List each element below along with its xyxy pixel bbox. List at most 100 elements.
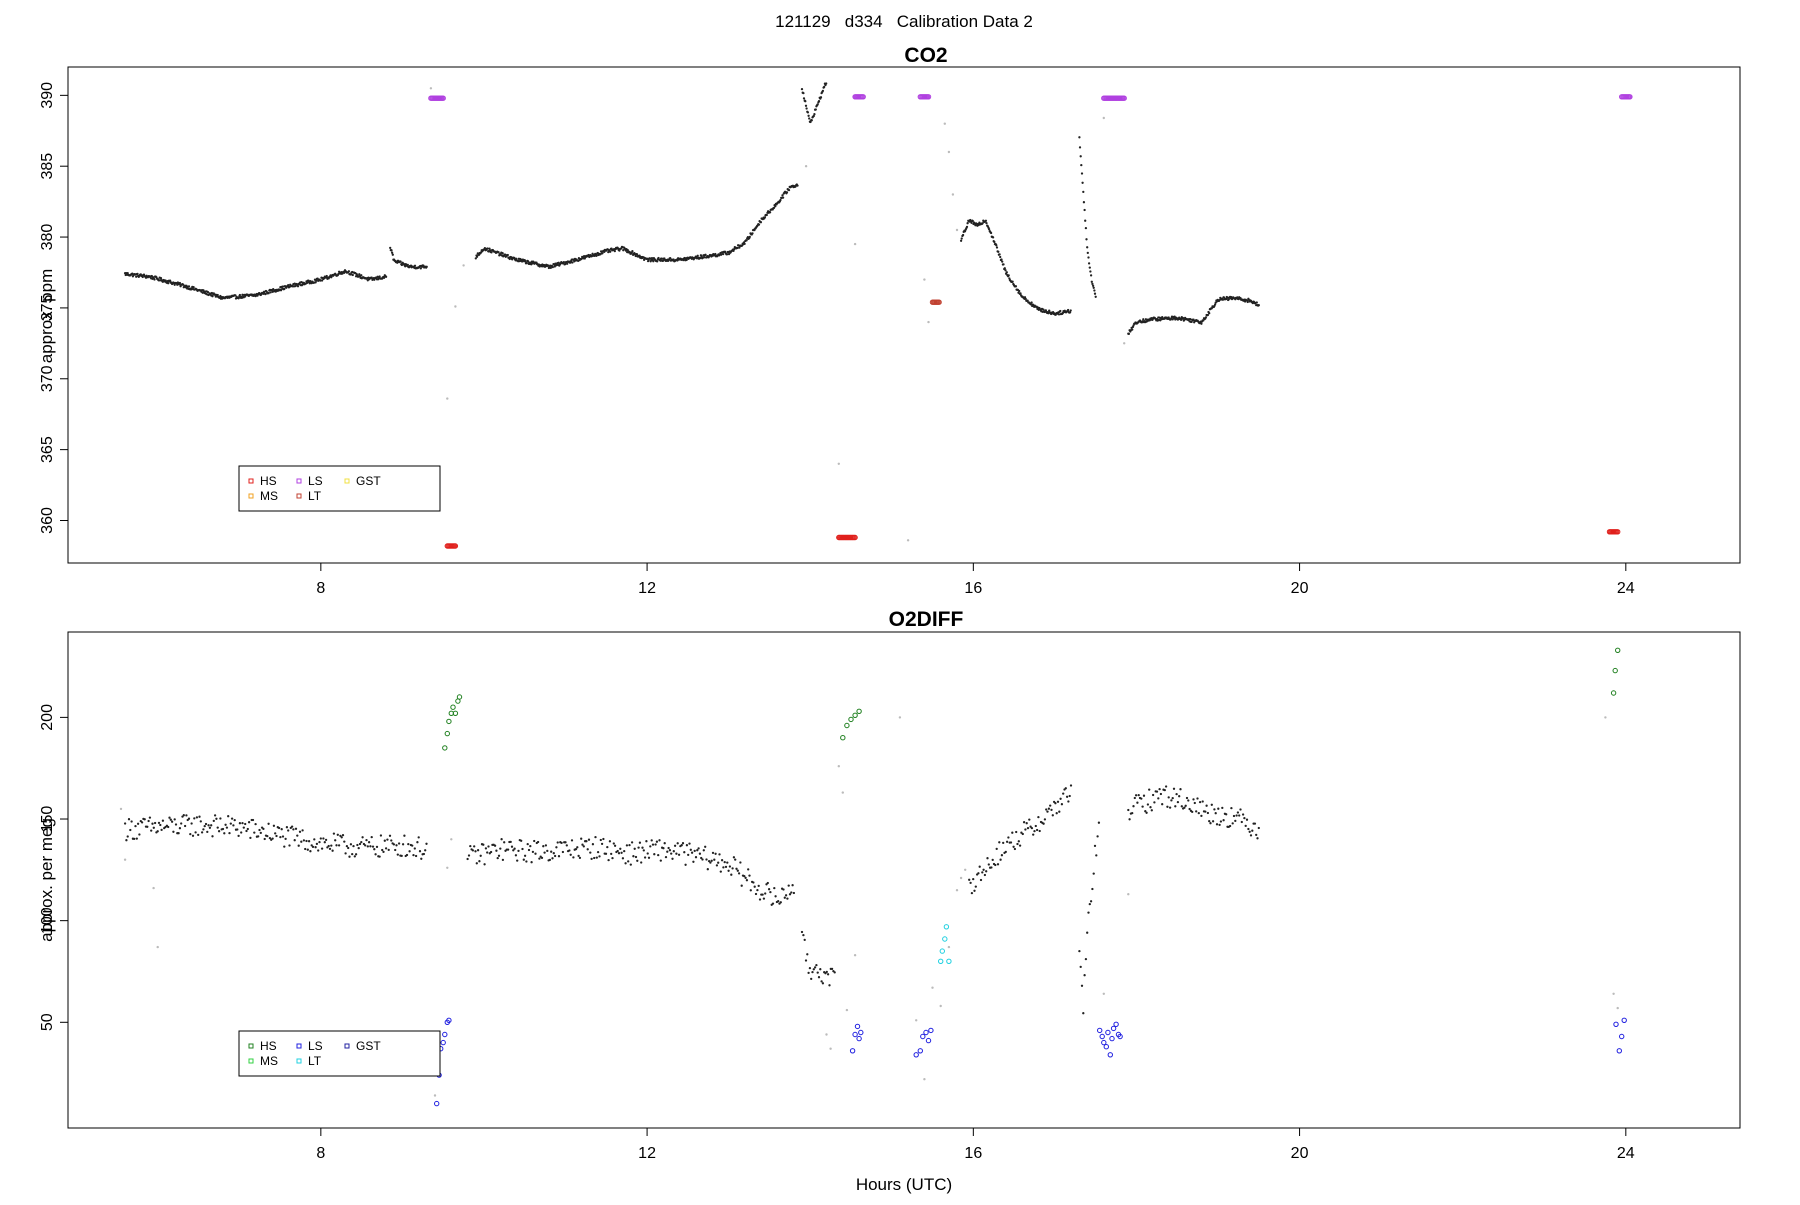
o2diff-ambient-point [565, 844, 568, 847]
o2diff-transition-point [450, 838, 453, 841]
o2diff-ambient-point [156, 830, 159, 833]
o2diff-ambient-point [766, 881, 769, 885]
o2diff-ambient-point [1062, 792, 1065, 795]
o2diff-ambient-point [306, 848, 309, 851]
co2-ambient-point [745, 239, 748, 242]
o2diff-ambient-point [290, 825, 294, 828]
o2diff-ambient-point [1037, 815, 1040, 819]
o2diff-ambient-point [284, 837, 287, 841]
o2diff-ambient-point [129, 828, 132, 832]
o2diff-ambient-point [315, 842, 319, 846]
o2diff-ambient-point [744, 876, 747, 880]
o2diff-ambient-point [1178, 795, 1181, 798]
o2diff-ambient-point [540, 856, 544, 860]
o2diff-ambient-point [1088, 902, 1091, 906]
co2-ambient-point [699, 256, 702, 260]
o2diff-ambient-point [1249, 834, 1253, 837]
o2diff-ambient-point [249, 836, 252, 840]
co2-ambient-point [719, 253, 723, 256]
o2diff-ambient-point [616, 849, 619, 853]
o2diff-ambient-point [826, 973, 830, 976]
o2diff-calibration-point-ls [913, 1052, 919, 1058]
co2-ambient-point [1000, 258, 1003, 261]
co2-ambient-point [733, 248, 736, 251]
o2diff-ambient-point [185, 814, 188, 817]
o2diff-ambient-point [281, 835, 285, 838]
o2diff-ambient-point [1096, 835, 1099, 838]
o2diff-calibration-point-ls [920, 1033, 926, 1040]
o2diff-ambient-point [552, 852, 555, 855]
co2-y-tick-label: 370 [39, 365, 56, 392]
co2-ambient-point [549, 266, 552, 270]
o2diff-ambient-point [259, 831, 262, 835]
co2-ambient-point [1086, 251, 1089, 255]
co2-ambient-point [547, 264, 550, 267]
o2diff-ambient-point [740, 884, 743, 887]
o2diff-ambient-point [647, 856, 651, 859]
co2-calibration-point-ls [1121, 95, 1127, 101]
co2-ambient-point [557, 261, 560, 264]
o2diff-ambient-point [486, 851, 489, 854]
co2-calibration-point-lt [936, 299, 942, 305]
o2diff-ambient-point [230, 817, 234, 820]
o2diff-ambient-point [469, 844, 472, 848]
o2diff-ambient-point [638, 841, 642, 844]
co2-legend-swatch-hs [248, 478, 254, 484]
o2diff-ambient-point [1017, 840, 1020, 843]
o2diff-ambient-point [247, 821, 251, 824]
o2diff-calibration-point-hs [1612, 667, 1618, 674]
o2diff-ambient-point [791, 884, 794, 887]
o2diff-panel-title: O2DIFF [889, 608, 964, 631]
o2diff-ambient-point [378, 855, 381, 858]
o2diff-ambient-point [786, 897, 789, 900]
o2diff-ambient-point [381, 848, 384, 852]
o2diff-ambient-point [973, 889, 976, 892]
co2-legend-swatch-ls [296, 478, 302, 484]
o2diff-calibration-point-hs [444, 730, 450, 737]
o2diff-ambient-point [757, 884, 760, 888]
co2-y-tick-label: 380 [39, 224, 56, 251]
o2diff-ambient-point [1082, 1012, 1085, 1015]
co2-ambient-point [748, 235, 751, 239]
co2-legend-swatch-ms [248, 493, 254, 499]
o2diff-calibration-point-ls [446, 1017, 452, 1023]
o2diff-ambient-point [574, 847, 578, 851]
o2diff-plot-frame [67, 631, 1741, 1129]
o2diff-transition-point [1612, 992, 1615, 995]
co2-legend-label-ms: MS [260, 489, 278, 503]
o2diff-ambient-point [497, 854, 501, 857]
o2diff-ambient-point [1158, 787, 1161, 791]
o2diff-ambient-point [1231, 822, 1234, 825]
o2diff-ambient-point [606, 845, 609, 849]
o2diff-ambient-point [159, 823, 162, 827]
o2diff-ambient-point [777, 900, 780, 903]
o2diff-calibration-point-hs [442, 745, 448, 751]
o2diff-ambient-point [743, 874, 746, 878]
co2-ambient-point [511, 258, 514, 261]
o2diff-ambient-point [981, 871, 984, 874]
o2diff-ambient-point [749, 889, 752, 892]
o2diff-transition-point [446, 866, 449, 869]
o2diff-ambient-point [586, 848, 589, 851]
co2-ambient-point [309, 280, 312, 283]
o2diff-ambient-point [1185, 796, 1189, 800]
o2diff-legend-label-gst: GST [356, 1039, 381, 1053]
o2diff-ambient-point [140, 821, 144, 824]
o2diff-ambient-point [215, 817, 218, 820]
o2diff-ambient-point [771, 902, 775, 905]
o2diff-ambient-point [319, 837, 322, 840]
co2-ambient-point [802, 91, 805, 95]
o2diff-ambient-point [227, 815, 230, 818]
o2diff-ambient-point [1000, 854, 1004, 857]
o2diff-ambient-point [811, 970, 814, 974]
o2diff-ambient-point [620, 851, 623, 854]
o2diff-ambient-point [466, 857, 469, 861]
o2diff-ambient-point [1011, 831, 1014, 834]
o2diff-ambient-point [1218, 823, 1221, 827]
co2-ambient-point [1089, 270, 1092, 273]
co2-ambient-point [814, 108, 817, 111]
o2diff-ambient-point [334, 839, 337, 842]
o2diff-ambient-point [151, 822, 154, 825]
co2-ambient-point [810, 119, 813, 122]
o2diff-legend-label-hs: HS [260, 1039, 277, 1053]
